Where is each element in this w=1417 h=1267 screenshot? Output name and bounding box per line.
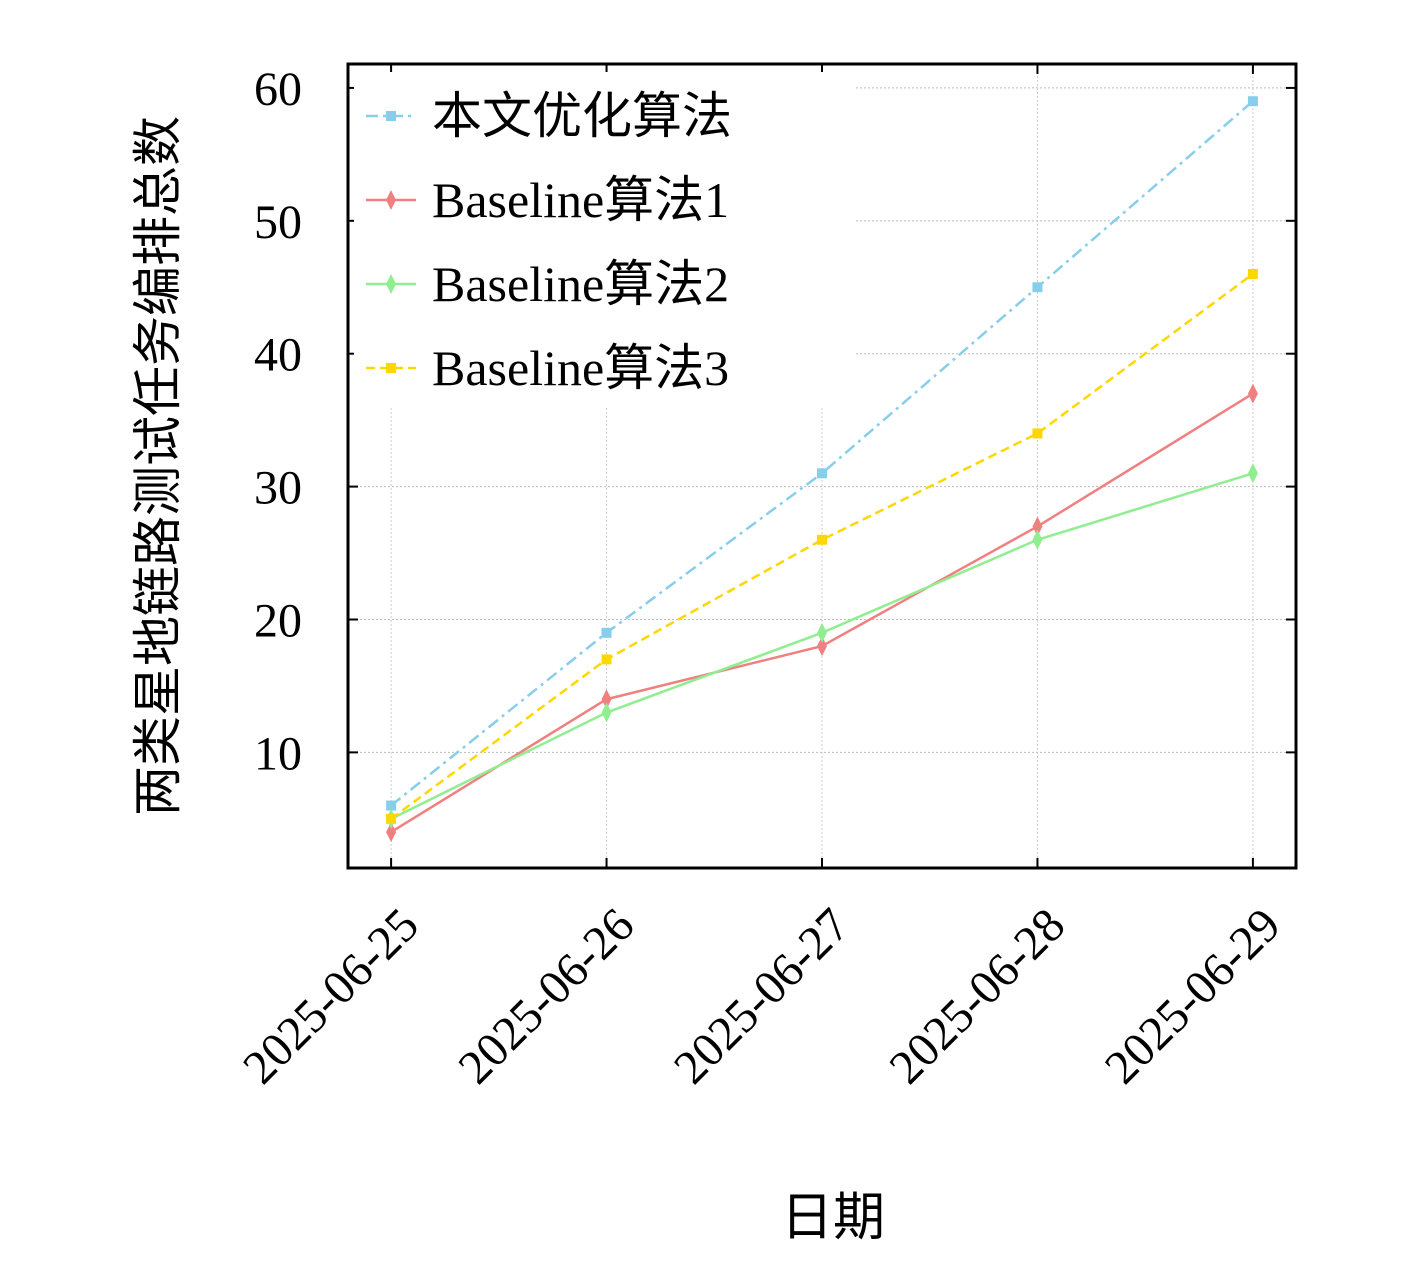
point xyxy=(386,800,397,811)
legend-label: Baseline算法2 xyxy=(432,256,729,312)
point xyxy=(817,622,827,643)
legend-background xyxy=(354,72,854,406)
point xyxy=(1032,428,1043,439)
point xyxy=(817,468,827,479)
y-tick-label: 20 xyxy=(254,594,302,647)
y-tick-label: 50 xyxy=(254,196,302,249)
legend-marker xyxy=(386,190,396,210)
y-tick-label: 60 xyxy=(254,63,302,116)
series xyxy=(386,96,1258,811)
point xyxy=(386,822,397,843)
point xyxy=(1032,282,1043,293)
x-tick-label: 2025-06-29 xyxy=(1095,898,1291,1094)
x-axis-label: 日期 xyxy=(781,1190,885,1247)
series xyxy=(386,268,1258,824)
point xyxy=(1247,268,1258,279)
plot-frame xyxy=(346,62,1298,870)
point xyxy=(1247,383,1258,404)
legend-label: Baseline算法3 xyxy=(432,340,729,396)
legend-marker xyxy=(386,274,396,294)
point xyxy=(601,689,612,710)
y-tick-label: 10 xyxy=(254,727,302,780)
x-tick-label: 2025-06-25 xyxy=(233,898,429,1094)
point xyxy=(601,654,612,665)
series xyxy=(386,383,1258,843)
x-tick-label: 2025-06-28 xyxy=(879,898,1075,1094)
point xyxy=(1247,96,1258,107)
y-tick-label: 30 xyxy=(254,462,302,515)
legend-marker xyxy=(386,363,396,373)
y-tick-label: 40 xyxy=(254,329,302,382)
point xyxy=(1032,529,1043,550)
point xyxy=(817,636,827,657)
point xyxy=(1032,516,1043,537)
legend-label: Baseline算法1 xyxy=(432,172,729,228)
point xyxy=(601,702,612,723)
legend: 本文优化算法 Baseline算法1 Baseline算法2 Baseline算法3 xyxy=(354,72,854,406)
y-axis-label: 两类星地链路测试任务编排总数 xyxy=(130,116,186,816)
line xyxy=(390,272,1254,820)
point xyxy=(817,534,827,545)
point xyxy=(1247,463,1258,484)
x-tick-label: 2025-06-27 xyxy=(664,898,860,1094)
point xyxy=(601,627,612,638)
point xyxy=(386,813,397,824)
x-tick-label: 2025-06-26 xyxy=(448,898,644,1094)
legend-marker xyxy=(386,111,396,121)
legend-label: 本文优化算法 xyxy=(432,88,732,144)
